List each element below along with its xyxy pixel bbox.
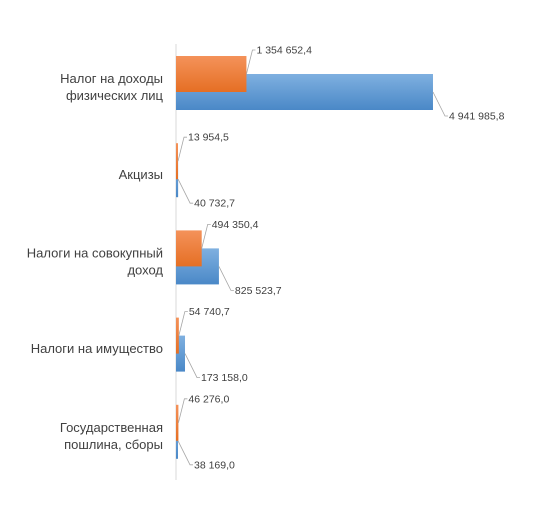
category-group: Налоги на имущество 54 740,7 173 158,0 <box>31 306 248 384</box>
data-label-orange: 1 354 652,4 <box>256 45 312 57</box>
leader-line <box>178 311 188 336</box>
data-label-blue: 38 169,0 <box>194 459 235 471</box>
bar-orange <box>176 317 179 354</box>
bar-blue <box>176 335 186 372</box>
category-label: Налоги на совокупный доход <box>27 246 164 278</box>
category-label-line: Налоги на имущество <box>31 341 163 356</box>
data-label-orange: 46 276,0 <box>188 393 229 405</box>
category-label-line: Налог на доходы <box>60 71 163 86</box>
bar-orange <box>176 404 179 441</box>
leader-line <box>178 398 188 423</box>
category-label: Налоги на имущество <box>31 341 163 356</box>
leader-line <box>432 91 448 117</box>
leader-line <box>177 136 187 162</box>
bar-orange <box>176 56 247 92</box>
category-label-line: пошлина, сборы <box>64 437 163 452</box>
leader-line <box>177 440 193 466</box>
data-label-blue: 4 941 985,8 <box>449 111 505 123</box>
leader-line <box>201 223 211 249</box>
leader-line <box>246 49 256 75</box>
category-label-line: доход <box>127 263 163 278</box>
data-label-blue: 825 523,7 <box>235 285 282 297</box>
category-label-line: Налоги на совокупный <box>27 246 163 261</box>
category-label: Налог на доходы физических лиц <box>60 71 163 103</box>
category-group: Государственная пошлина, сборы 46 276,0 38 … <box>60 393 235 471</box>
category-label: Государственная пошлина, сборы <box>60 420 163 452</box>
category-label-line: Государственная <box>60 420 163 435</box>
bar-orange <box>176 143 178 180</box>
category-group: Налоги на совокупный доход 494 350,4 825 52… <box>27 219 282 297</box>
data-label-orange: 494 350,4 <box>212 219 259 231</box>
category-label-line: физических лиц <box>66 88 164 103</box>
chart-marks: Налог на доходы физических лиц 1 354 652,4… <box>27 45 505 472</box>
category-group: Налог на доходы физических лиц 1 354 652,4… <box>60 45 504 123</box>
leader-line <box>218 266 234 291</box>
data-label-blue: 40 732,7 <box>194 198 235 210</box>
bar-orange <box>176 230 202 267</box>
category-label-line: Акцизы <box>119 167 163 182</box>
data-label-orange: 54 740,7 <box>189 306 230 318</box>
category-label: Акцизы <box>119 167 163 182</box>
data-label-orange: 13 954,5 <box>188 132 229 144</box>
leader-line <box>177 179 194 204</box>
category-group: Акцизы 13 954,5 40 732,7 <box>119 132 236 210</box>
leader-line <box>184 353 201 379</box>
data-label-blue: 173 158,0 <box>201 372 248 384</box>
